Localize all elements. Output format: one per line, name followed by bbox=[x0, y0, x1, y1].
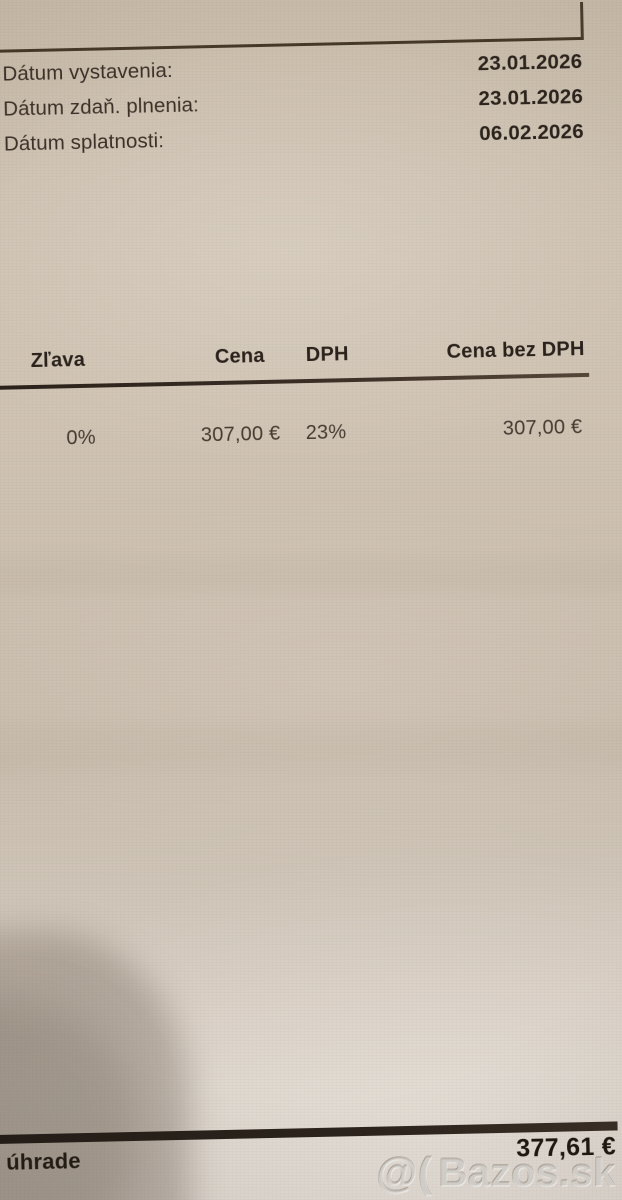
cell-zlava: 0% bbox=[66, 426, 96, 450]
column-header-dph: DPH bbox=[305, 343, 349, 367]
date-label-due: Dátum splatnosti: bbox=[3, 129, 165, 156]
total-amount: 377,61 € bbox=[515, 1132, 617, 1163]
column-header-zlava: Zľava bbox=[30, 348, 86, 373]
column-header-cena-bez-dph: Cena bez DPH bbox=[446, 337, 585, 363]
header-box-outline bbox=[0, 1, 584, 54]
date-value-taxable-supply: 23.01.2026 bbox=[478, 84, 584, 111]
column-header-cena: Cena bbox=[214, 344, 265, 369]
date-label-taxable-supply: Dátum zdaň. plnenia: bbox=[2, 93, 200, 121]
total-label: úhrade bbox=[5, 1148, 82, 1175]
cell-dph: 23% bbox=[305, 421, 347, 445]
date-label-issue: Dátum vystavenia: bbox=[2, 58, 173, 86]
date-block: Dátum vystavenia: 23.01.2026 Dátum zdaň.… bbox=[2, 50, 584, 168]
cell-cena: 307,00 € bbox=[200, 422, 281, 447]
cell-cena-bez-dph: 307,00 € bbox=[502, 416, 583, 440]
date-value-due: 06.02.2026 bbox=[479, 119, 585, 146]
items-table: a Zľava Cena DPH Cena bez DPH € 0% 307,0… bbox=[0, 337, 619, 471]
date-value-issue: 23.01.2026 bbox=[477, 49, 583, 76]
